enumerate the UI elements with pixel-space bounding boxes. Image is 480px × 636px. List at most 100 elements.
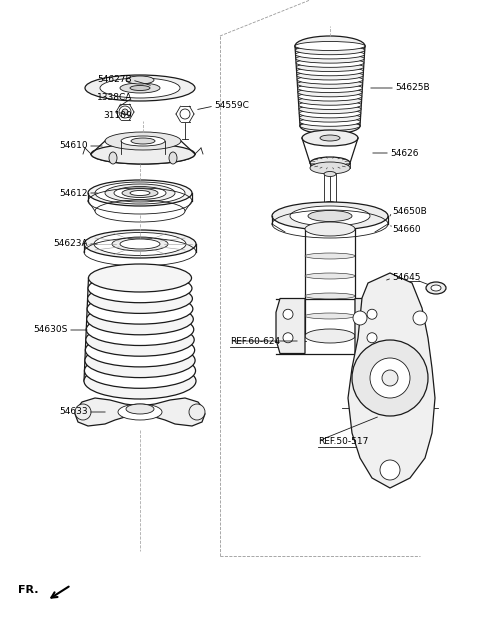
- Ellipse shape: [91, 144, 195, 164]
- Ellipse shape: [85, 343, 195, 378]
- Text: 54650B: 54650B: [392, 207, 427, 216]
- Ellipse shape: [310, 162, 350, 174]
- Ellipse shape: [114, 186, 166, 200]
- Text: 54627B: 54627B: [97, 76, 132, 85]
- Ellipse shape: [87, 294, 193, 324]
- Text: 54660: 54660: [392, 225, 420, 233]
- Ellipse shape: [84, 230, 196, 258]
- Ellipse shape: [353, 311, 367, 325]
- Ellipse shape: [86, 314, 194, 345]
- Ellipse shape: [295, 46, 365, 55]
- Ellipse shape: [121, 136, 165, 146]
- Ellipse shape: [120, 239, 160, 249]
- Ellipse shape: [295, 36, 365, 56]
- Ellipse shape: [380, 460, 400, 480]
- Ellipse shape: [95, 182, 185, 204]
- Ellipse shape: [300, 118, 360, 134]
- Ellipse shape: [272, 202, 388, 230]
- Ellipse shape: [310, 157, 350, 169]
- Ellipse shape: [300, 117, 360, 127]
- Ellipse shape: [131, 138, 155, 144]
- Ellipse shape: [297, 71, 363, 80]
- Ellipse shape: [296, 54, 364, 63]
- Ellipse shape: [122, 188, 158, 198]
- Ellipse shape: [305, 222, 355, 236]
- Ellipse shape: [296, 62, 364, 72]
- Ellipse shape: [370, 358, 410, 398]
- Ellipse shape: [87, 303, 193, 335]
- Ellipse shape: [324, 172, 336, 177]
- Ellipse shape: [180, 109, 190, 119]
- Ellipse shape: [296, 50, 364, 59]
- Polygon shape: [276, 298, 305, 354]
- Ellipse shape: [105, 132, 181, 150]
- Ellipse shape: [308, 211, 352, 221]
- Ellipse shape: [169, 152, 177, 164]
- Ellipse shape: [75, 404, 91, 420]
- Ellipse shape: [302, 130, 358, 146]
- Text: 54623A: 54623A: [53, 240, 88, 249]
- Ellipse shape: [88, 180, 192, 206]
- Ellipse shape: [413, 311, 427, 325]
- Ellipse shape: [84, 363, 196, 399]
- Ellipse shape: [300, 121, 360, 130]
- Text: 54633: 54633: [60, 408, 88, 417]
- Ellipse shape: [299, 105, 361, 114]
- Text: REF.60-624: REF.60-624: [230, 336, 280, 345]
- Ellipse shape: [298, 83, 362, 93]
- Ellipse shape: [296, 59, 364, 67]
- Ellipse shape: [283, 309, 293, 319]
- Ellipse shape: [305, 329, 355, 343]
- Ellipse shape: [283, 333, 293, 343]
- Text: FR.: FR.: [18, 585, 39, 595]
- Ellipse shape: [295, 41, 365, 50]
- Ellipse shape: [426, 282, 446, 294]
- Text: 54559C: 54559C: [214, 102, 249, 111]
- Ellipse shape: [431, 285, 441, 291]
- Ellipse shape: [367, 333, 377, 343]
- Ellipse shape: [130, 191, 150, 195]
- Polygon shape: [75, 398, 205, 426]
- Ellipse shape: [126, 76, 154, 84]
- Text: 54645: 54645: [392, 273, 420, 282]
- Ellipse shape: [112, 237, 168, 251]
- Ellipse shape: [324, 202, 336, 207]
- Ellipse shape: [130, 85, 150, 90]
- Ellipse shape: [300, 113, 360, 122]
- Ellipse shape: [305, 253, 355, 259]
- Ellipse shape: [119, 106, 131, 118]
- Ellipse shape: [87, 284, 192, 314]
- Text: 1338CA: 1338CA: [96, 93, 132, 102]
- Ellipse shape: [284, 337, 292, 345]
- Ellipse shape: [382, 370, 398, 386]
- Ellipse shape: [320, 135, 340, 141]
- Ellipse shape: [109, 152, 117, 164]
- Ellipse shape: [352, 340, 428, 416]
- Text: REF.50-517: REF.50-517: [318, 436, 368, 445]
- Ellipse shape: [298, 80, 362, 88]
- Text: 54625B: 54625B: [395, 83, 430, 92]
- Ellipse shape: [305, 273, 355, 279]
- Ellipse shape: [367, 309, 377, 319]
- Ellipse shape: [299, 109, 361, 118]
- Ellipse shape: [88, 264, 192, 292]
- Ellipse shape: [305, 293, 355, 299]
- Ellipse shape: [86, 323, 194, 356]
- Ellipse shape: [88, 274, 192, 303]
- Ellipse shape: [290, 206, 370, 226]
- Ellipse shape: [299, 96, 361, 105]
- Ellipse shape: [100, 78, 180, 98]
- Ellipse shape: [298, 88, 362, 97]
- Ellipse shape: [299, 100, 361, 109]
- Ellipse shape: [122, 109, 128, 115]
- Ellipse shape: [297, 67, 363, 76]
- Text: 54626: 54626: [390, 148, 419, 158]
- Ellipse shape: [120, 83, 160, 93]
- Ellipse shape: [297, 75, 363, 84]
- Ellipse shape: [85, 333, 195, 367]
- Ellipse shape: [189, 404, 205, 420]
- Text: 54610: 54610: [60, 141, 88, 151]
- Text: 31109: 31109: [103, 111, 132, 120]
- Ellipse shape: [298, 92, 362, 101]
- Ellipse shape: [84, 353, 195, 389]
